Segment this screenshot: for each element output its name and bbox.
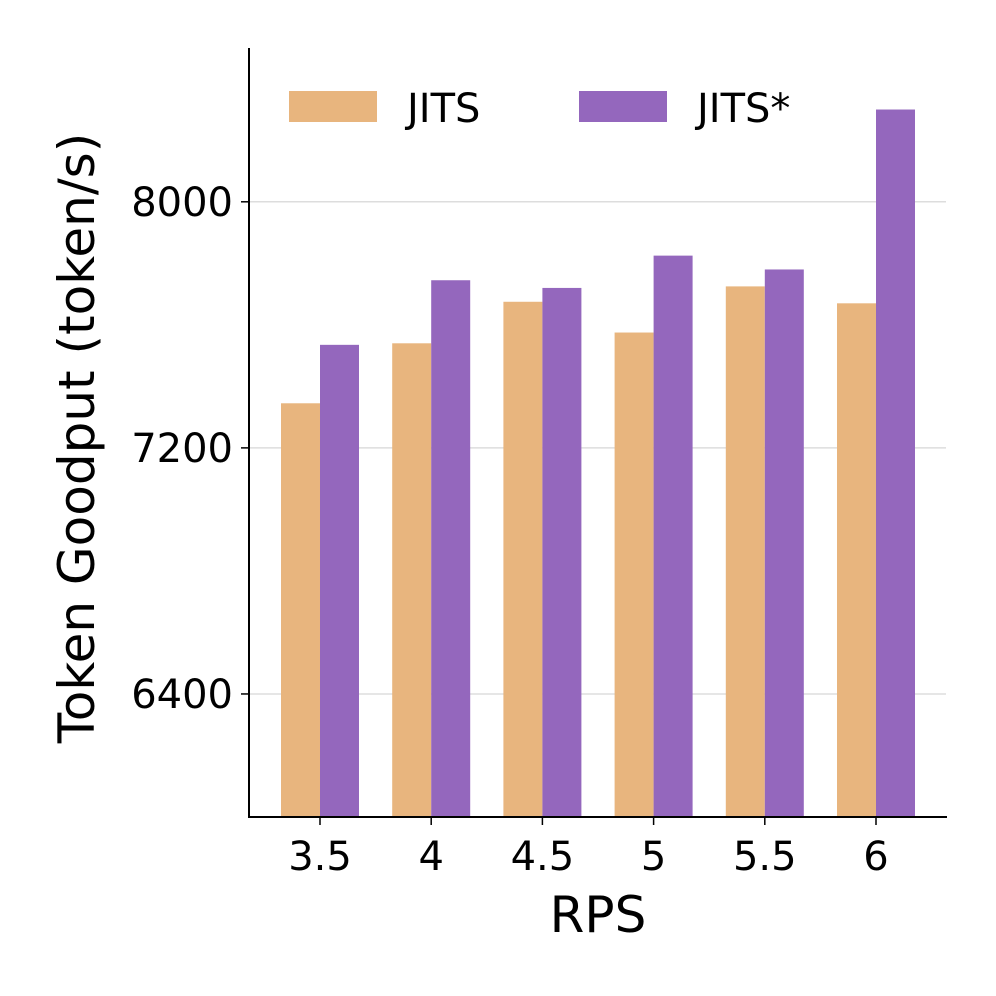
x-tick-label: 5 [641,834,666,880]
axes [248,48,947,818]
legend-swatch-jits- [579,91,667,122]
bar-jits-4.5 [503,301,543,817]
legend-label: JITS [404,86,480,132]
x-axis-title: RPS [550,886,647,944]
bar-jits--6 [876,109,915,817]
y-ticks: 6400 7200 8000 [131,180,249,718]
bar-jits--3.5 [320,344,359,817]
bar-jits-5.5 [725,286,765,817]
y-tick-label: 6400 [131,672,233,718]
legend-label: JITS* [694,86,790,132]
gridlines [249,201,946,695]
bar-jits-4 [392,343,432,817]
x-tick-label: 3.5 [288,834,352,880]
bar-jits--5.5 [764,269,804,817]
x-tick-label: 4.5 [511,834,575,880]
bars [281,109,915,818]
bar-jits--5 [653,255,693,817]
y-tick-label: 7200 [131,426,233,472]
bar-jits--4.5 [542,287,582,818]
x-tick-label: 4 [418,834,443,880]
bar-jits-6 [837,303,876,818]
bar-jits-3.5 [281,403,320,817]
y-axis-title: Token Goodput (token/s) [48,133,106,744]
x-tick-label: 5.5 [733,834,797,880]
y-tick-label: 8000 [131,180,233,226]
bar-jits-5 [614,332,654,817]
x-tick-label: 6 [863,834,888,880]
legend: JITS JITS* [289,86,790,132]
legend-swatch-jits [289,91,377,122]
x-ticks: 3.5 4 4.5 5 5.5 6 [288,817,889,880]
bar-jits--4 [431,280,471,817]
